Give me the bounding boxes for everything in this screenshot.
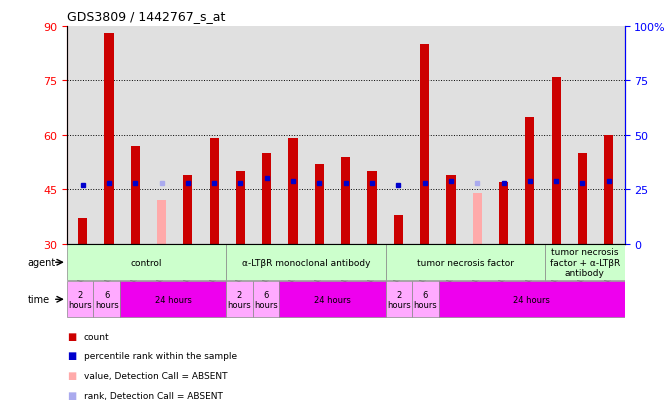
Bar <box>578 154 587 353</box>
Text: 2
hours: 2 hours <box>68 290 92 309</box>
Bar <box>341 157 350 353</box>
Bar <box>78 219 88 353</box>
Bar <box>367 172 377 353</box>
Bar <box>473 193 482 353</box>
Text: 2
hours: 2 hours <box>387 290 411 309</box>
Text: 24 hours: 24 hours <box>154 295 192 304</box>
Bar <box>439 282 625 317</box>
Bar <box>545 245 625 280</box>
Bar <box>315 164 324 353</box>
Bar <box>420 45 430 353</box>
Bar <box>604 135 613 353</box>
Text: value, Detection Call = ABSENT: value, Detection Call = ABSENT <box>84 371 227 380</box>
Text: 6
hours: 6 hours <box>254 290 278 309</box>
Bar <box>499 183 508 353</box>
Text: 2
hours: 2 hours <box>228 290 251 309</box>
Bar <box>253 282 279 317</box>
Bar <box>94 282 120 317</box>
Bar <box>446 176 456 353</box>
Text: rank, Detection Call = ABSENT: rank, Detection Call = ABSENT <box>84 391 222 400</box>
Bar <box>104 34 114 353</box>
Bar <box>262 154 271 353</box>
Text: percentile rank within the sample: percentile rank within the sample <box>84 351 236 361</box>
Text: time: time <box>28 294 50 304</box>
Bar <box>67 282 94 317</box>
Bar <box>131 146 140 353</box>
Bar <box>525 117 534 353</box>
Text: tumor necrosis
factor + α-LTβR
antibody: tumor necrosis factor + α-LTβR antibody <box>550 248 620 278</box>
Bar <box>279 282 385 317</box>
Bar <box>393 215 403 353</box>
Bar <box>120 282 226 317</box>
Bar <box>183 176 192 353</box>
Text: 24 hours: 24 hours <box>513 295 550 304</box>
Bar <box>289 139 298 353</box>
Bar <box>412 282 439 317</box>
Bar <box>385 245 545 280</box>
Text: tumor necrosis factor: tumor necrosis factor <box>417 258 514 267</box>
Text: count: count <box>84 332 109 341</box>
Text: ■: ■ <box>67 390 76 400</box>
Bar <box>157 201 166 353</box>
Text: ■: ■ <box>67 331 76 341</box>
Bar <box>236 172 245 353</box>
Bar <box>385 282 412 317</box>
Text: 24 hours: 24 hours <box>314 295 351 304</box>
Bar <box>226 245 385 280</box>
Text: 6
hours: 6 hours <box>413 290 438 309</box>
Text: agent: agent <box>28 258 56 268</box>
Text: GDS3809 / 1442767_s_at: GDS3809 / 1442767_s_at <box>67 10 225 23</box>
Bar <box>67 245 226 280</box>
Text: α-LTβR monoclonal antibody: α-LTβR monoclonal antibody <box>242 258 370 267</box>
Text: ■: ■ <box>67 351 76 361</box>
Text: control: control <box>131 258 162 267</box>
Text: ■: ■ <box>67 370 76 380</box>
Bar <box>552 78 560 353</box>
Bar <box>210 139 218 353</box>
Bar <box>226 282 253 317</box>
Text: 6
hours: 6 hours <box>95 290 118 309</box>
